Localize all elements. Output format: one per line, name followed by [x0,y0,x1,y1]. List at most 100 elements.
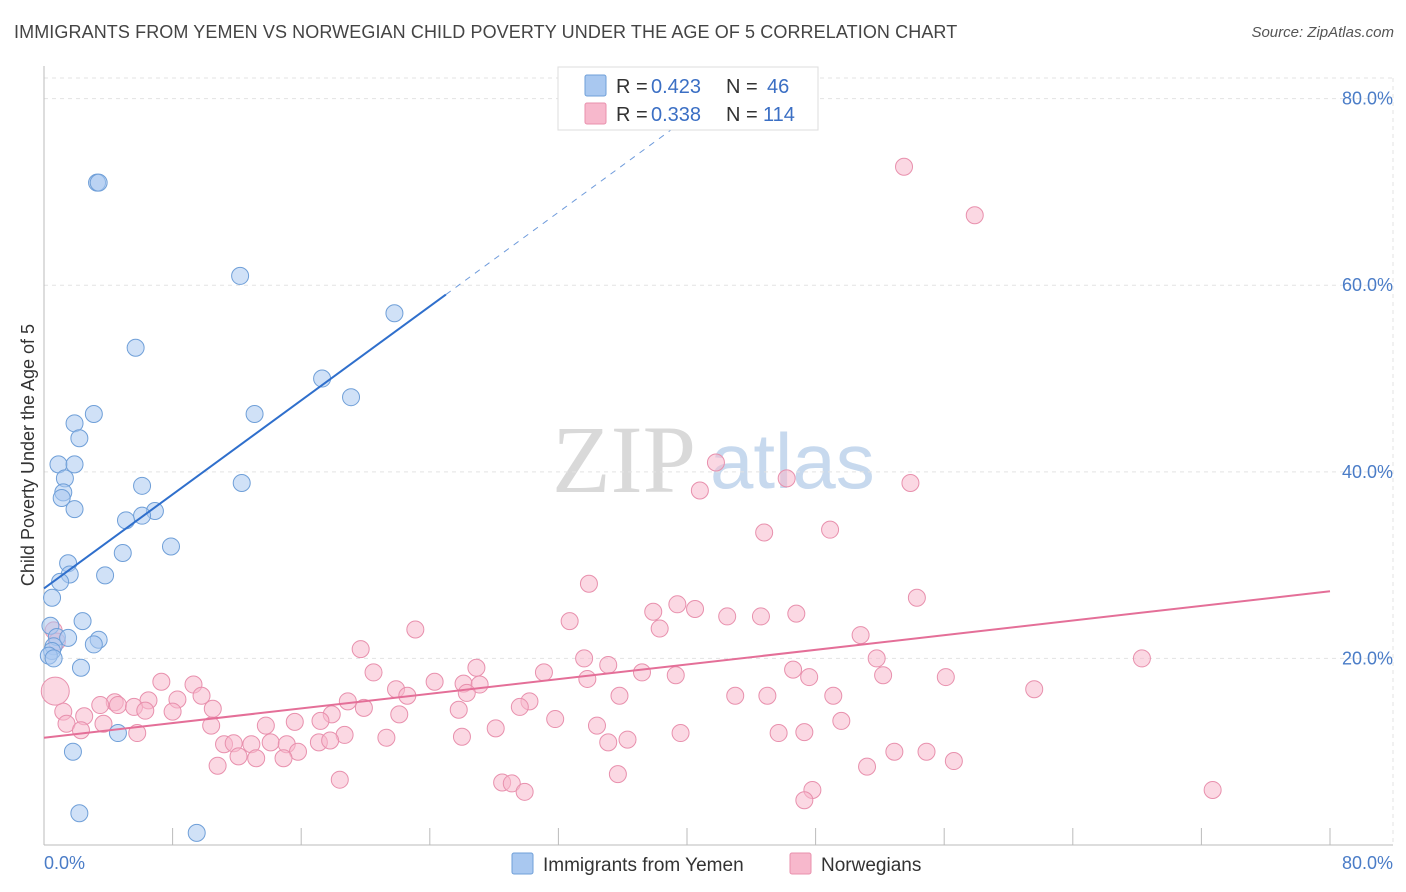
yemen-point [231,266,250,285]
yemen-point [133,476,152,495]
yemen-point [245,404,264,423]
norwegians-points [40,157,1222,810]
norwegians-point [152,672,171,691]
yemen-point [108,724,127,743]
norwegians-point [321,731,340,750]
yemen-point [43,588,62,607]
legend-swatch-yemen [584,74,607,97]
norwegians-point [406,620,425,639]
norwegians-point [338,692,357,711]
watermark-atlas: atlas [710,417,875,505]
norwegians-point [354,698,373,717]
norwegians-point [599,655,618,674]
norwegians-point [795,791,814,810]
norwegians-point [452,727,471,746]
norwegians-point [515,782,534,801]
norwegians-point [821,520,840,539]
source-credit: Source: ZipAtlas.com [1251,24,1394,41]
yemen-trend-line [43,293,447,590]
norwegians-point [644,602,663,621]
yemen-point [96,566,115,585]
norwegians-point [91,696,110,715]
norwegians-point [579,574,598,593]
yemen-point [84,635,103,654]
norwegians-point [229,747,248,766]
yemen-point [342,388,361,407]
norwegians-point [502,774,521,793]
norwegians-point [824,686,843,705]
norwegians-point [364,663,383,682]
norwegians-point [650,619,669,638]
norwegians-point [610,686,629,705]
yemen-point [52,488,71,507]
norwegians-point [208,756,227,775]
norwegians-point [718,607,737,626]
norwegians-point [632,663,651,682]
yemen-point [65,455,84,474]
norwegians-point [795,723,814,742]
norwegians-point [425,672,444,691]
legend-r-label-norwegians: R = [616,104,648,126]
norwegians-point [874,666,893,685]
x-tick-label-min: 0.0% [44,853,85,873]
legend-r-value-norwegians: 0.338 [651,104,701,126]
norwegians-point [202,716,221,735]
yemen-points [39,173,404,842]
norwegians-point [858,757,877,776]
legend-swatch-norwegians [584,102,607,125]
norwegians-point [936,668,955,687]
yemen-point [44,649,63,668]
norwegians-point [256,716,275,735]
norwegians-point [668,595,687,614]
norwegians-point [203,699,222,718]
norwegians-point [1025,680,1044,699]
yemen-trend-extension [445,117,688,295]
norwegians-point [726,686,745,705]
norwegians-point [330,770,349,789]
yemen-point [70,804,89,823]
legend-n-label-norwegians: N = [726,104,758,126]
yemen-point [59,628,78,647]
norwegians-point [285,712,304,731]
yemen-point [161,537,180,556]
norwegians-point [457,683,476,702]
norwegians-point [686,599,705,618]
yemen-point [89,173,108,192]
yemen-point [187,823,206,842]
trend-lines [43,117,1331,739]
norwegians-point [851,626,870,645]
stats-legend: R = 0.423 N = 46 R = 0.338 N = 114 [557,66,819,131]
yemen-point [71,658,90,677]
norwegians-point [128,724,147,743]
norwegians-point [587,716,606,735]
y-axis-title: Child Poverty Under the Age of 5 [18,324,38,586]
norwegians-point [486,719,505,738]
bottom-legend-swatch-yemen [511,852,534,875]
norwegians-point [758,686,777,705]
norwegians-point [769,724,788,743]
yemen-point [113,543,132,562]
yemen-point [385,304,404,323]
norwegians-point [71,721,90,740]
y-tick-label: 60.0% [1342,275,1393,295]
norwegians-point [261,733,280,752]
yemen-point [84,404,103,423]
norwegians-point [706,453,725,472]
chart-title: IMMIGRANTS FROM YEMEN VS NORWEGIAN CHILD… [14,22,958,42]
legend-r-value-yemen: 0.423 [651,76,701,98]
bottom-legend-label-yemen: Immigrants from Yemen [543,855,744,876]
norwegians-point [618,730,637,749]
norwegians-point [1203,780,1222,799]
norwegians-point [274,749,293,768]
norwegians-point [108,696,127,715]
norwegians-point [467,658,486,677]
yemen-point [73,612,92,631]
norwegians-point [777,469,796,488]
norwegians-point [390,705,409,724]
norwegians-point [666,666,685,685]
yemen-point [63,742,82,761]
norwegians-point [534,663,553,682]
norwegians-point [671,724,690,743]
norwegians-point [247,749,266,768]
legend-n-value-yemen: 46 [767,76,789,98]
